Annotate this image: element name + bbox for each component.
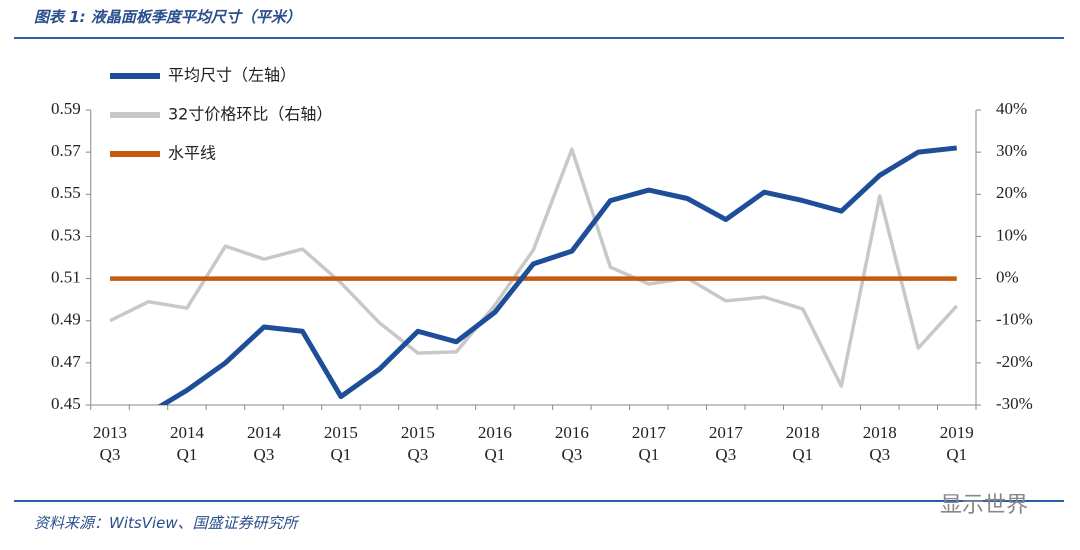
y2-tick-label: -10% — [996, 310, 1033, 329]
x-tick-label: 2017 Q3 — [708, 423, 743, 464]
y2-tick-label: 0% — [996, 267, 1019, 286]
source: 资料来源：WitsView、国盛证券研究所 — [34, 514, 298, 532]
legend-label: 平均尺寸（左轴） — [168, 66, 296, 85]
y-tick-label: 0.49 — [51, 310, 81, 329]
legend-label: 水平线 — [168, 144, 216, 163]
y2-tick-label: -20% — [996, 352, 1033, 371]
x-tick-label: 2013 Q3 — [92, 423, 127, 464]
y2-tick-label: 10% — [996, 225, 1027, 244]
series-line — [109, 147, 959, 388]
footer-rule — [14, 500, 1064, 502]
y-tick-label: 0.55 — [51, 183, 81, 202]
x-tick-label: 2018 Q1 — [785, 423, 820, 464]
y2-tick-label: 40% — [996, 99, 1027, 118]
y2-tick-label: 20% — [996, 183, 1027, 202]
watermark: 显示世界 — [940, 493, 1029, 518]
y2-tick-label: -30% — [996, 394, 1033, 413]
y-tick-label: 0.51 — [51, 267, 81, 286]
plot-area — [109, 145, 959, 405]
y-tick-label: 0.53 — [51, 225, 81, 244]
legend-label: 32寸价格环比（右轴） — [168, 105, 332, 124]
y-tick-label: 0.59 — [51, 99, 81, 118]
x-tick-label: 2014 Q1 — [169, 423, 204, 464]
chart-title: 图表 1: 液晶面板季度平均尺寸（平米） — [34, 8, 301, 26]
x-tick-label: 2016 Q1 — [477, 423, 512, 464]
x-tick-label: 2019 Q1 — [939, 423, 974, 464]
x-tick-label: 2016 Q3 — [554, 423, 589, 464]
x-tick-label: 2015 Q3 — [400, 423, 435, 464]
y-tick-label: 0.45 — [51, 394, 81, 413]
y2-tick-label: 30% — [996, 141, 1027, 160]
x-tick-label: 2015 Q1 — [323, 423, 358, 464]
x-tick-label: 2017 Q1 — [631, 423, 666, 464]
series-line — [157, 145, 958, 405]
y-tick-label: 0.47 — [51, 352, 81, 371]
y-tick-label: 0.57 — [51, 141, 81, 160]
x-tick-label: 2018 Q3 — [862, 423, 897, 464]
title-rule — [14, 37, 1064, 39]
x-tick-label: 2014 Q3 — [246, 423, 281, 464]
